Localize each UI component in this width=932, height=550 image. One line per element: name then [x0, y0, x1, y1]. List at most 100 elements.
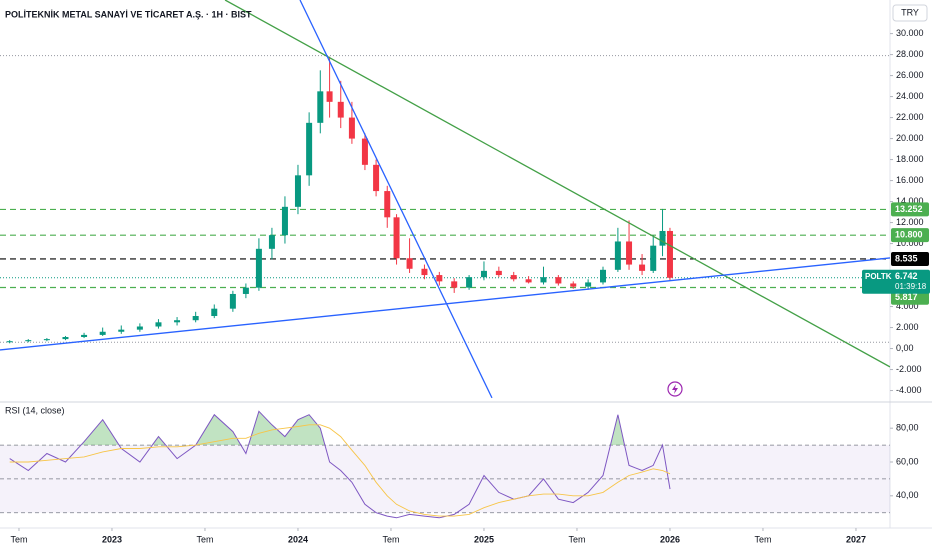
currency-button[interactable]: [892, 4, 928, 22]
candle-body: [211, 308, 218, 317]
candle-body: [384, 191, 391, 218]
y-tick-label: 28.000: [896, 49, 924, 59]
candle-body: [666, 230, 673, 278]
level-label-bg: [891, 228, 929, 243]
candle-body: [480, 270, 487, 278]
candle-body: [585, 282, 592, 287]
candle-body: [373, 164, 380, 192]
candle-body: [639, 264, 646, 271]
last-price: 6.742: [895, 271, 918, 281]
candle-body: [570, 283, 577, 287]
candle-body: [43, 339, 50, 341]
rsi-line: [9, 424, 671, 517]
candle-body: [81, 334, 88, 338]
last-symbol: POLTK: [865, 272, 892, 281]
level-label: 5.817: [895, 292, 918, 302]
candle-body: [650, 245, 657, 271]
x-tick-label: Tem: [196, 534, 213, 544]
y-tick-label: 10.000: [896, 238, 924, 248]
candle-body: [229, 293, 236, 309]
candle-body: [600, 269, 607, 283]
candle-body: [192, 316, 199, 321]
candle-body: [436, 275, 443, 282]
y-tick-label: -4.000: [896, 385, 922, 395]
candle-body: [614, 241, 621, 270]
candle-body: [294, 175, 301, 207]
candle-body: [510, 275, 517, 280]
symbol-title: POLİTEKNİK METAL SANAYİ VE TİCARET A.Ş. …: [5, 9, 252, 19]
candle-body: [495, 270, 502, 276]
y-tick-label: 22.000: [896, 112, 924, 122]
candle-body: [99, 331, 106, 335]
x-tick-label: 2025: [474, 534, 494, 544]
candle-body: [540, 277, 547, 283]
event-icon-bolt: [672, 384, 678, 394]
candle-body: [268, 235, 275, 249]
candle-body: [525, 279, 532, 283]
candle-body: [255, 248, 262, 288]
y-tick-label: 30.000: [896, 28, 924, 38]
x-tick-label: 2027: [846, 534, 866, 544]
candle-body: [451, 281, 458, 288]
candle-body: [306, 122, 313, 176]
y-tick-label: 2.000: [896, 322, 919, 332]
y-tick-label: 20.000: [896, 133, 924, 143]
candle-body: [361, 138, 368, 165]
rsi-pane: 80,00 60,00 40,00 RSI (14, close): [0, 405, 919, 519]
trend-line: [0, 257, 890, 351]
level-label-bg: [891, 290, 929, 305]
candle-body: [281, 206, 288, 236]
plot: [0, 0, 890, 399]
y-tick-label: 12.000: [896, 217, 924, 227]
candle-body: [337, 101, 344, 118]
candle-body: [626, 241, 633, 265]
y-tick-label: 14.000: [896, 196, 924, 206]
candle-body: [317, 91, 324, 123]
y-tick-label: 40,00: [896, 490, 919, 500]
candle-body: [6, 341, 13, 343]
currency[interactable]: TRY: [901, 7, 919, 17]
rsi-line: [9, 410, 671, 519]
last-price-bg: [862, 269, 930, 294]
y-tick-label: 18.000: [896, 154, 924, 164]
y-tick-label: 24.000: [896, 91, 924, 101]
candle-body: [406, 258, 413, 269]
x-tick-label: Tem: [382, 534, 399, 544]
y-tick-label: 60,00: [896, 456, 919, 466]
y-tick-label: 4.000: [896, 301, 919, 311]
candle-body: [174, 320, 181, 323]
candle-body: [348, 117, 355, 139]
y-tick-label: -2.000: [896, 364, 922, 374]
y-tick-label: 80,00: [896, 423, 919, 433]
candle-body: [393, 217, 400, 259]
x-tick-label: 2026: [660, 534, 680, 544]
level-label-bg: [891, 251, 929, 266]
level-label: 8.535: [895, 253, 918, 263]
x-tick-label: 2024: [288, 534, 308, 544]
candle-body: [659, 230, 666, 246]
candle-body: [25, 340, 32, 342]
candle-body: [242, 287, 249, 294]
candle-body: [118, 329, 125, 332]
y-tick-label: 0,00: [896, 343, 914, 353]
level-label: 13.252: [895, 204, 923, 214]
candle-body: [62, 337, 69, 340]
level-label: 10.800: [895, 230, 923, 240]
countdown: 01:39:18: [895, 282, 927, 291]
level-label-bg: [891, 202, 929, 217]
candle-body: [136, 326, 143, 330]
y-tick-label: 16.000: [896, 175, 924, 185]
candle-body: [155, 322, 162, 327]
trend-line: [224, 0, 890, 368]
x-tick-label: Tem: [568, 534, 585, 544]
candle-body: [466, 277, 473, 288]
candle-body: [326, 91, 333, 102]
x-tick-label: Tem: [10, 534, 27, 544]
candle-body: [555, 277, 562, 284]
y-tick-label: 26.000: [896, 70, 924, 80]
trend-line: [299, 0, 493, 399]
